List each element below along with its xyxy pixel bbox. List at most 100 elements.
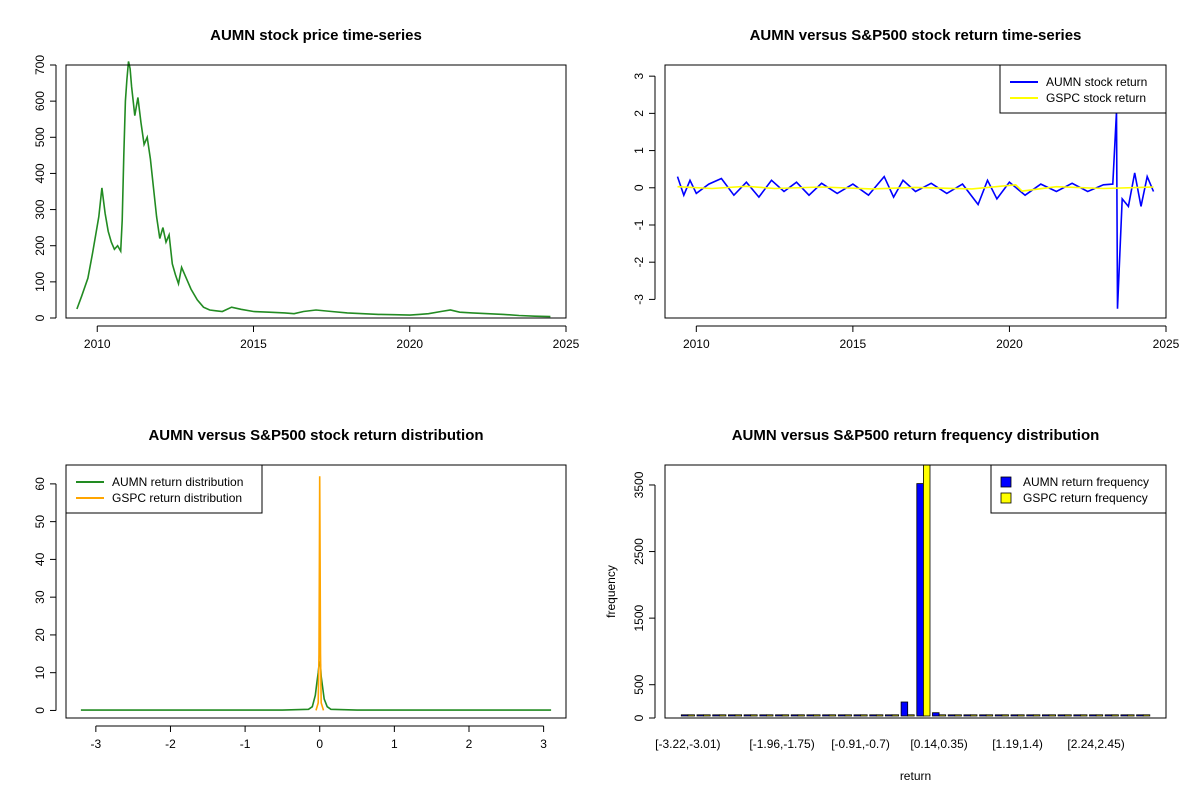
y-tick-label: 700 [33, 55, 47, 75]
s2-line [677, 183, 1154, 192]
y-tick-label: 2500 [632, 538, 646, 565]
y-tick-label: 0 [632, 714, 646, 721]
s1-line [676, 111, 1155, 309]
s2-bar [828, 714, 837, 717]
s1-line [80, 661, 552, 711]
s2-bar [1127, 714, 1135, 717]
s1-bar [759, 714, 767, 717]
s2-bar [1080, 714, 1088, 717]
s1-bar [1042, 714, 1050, 717]
chart-title: AUMN versus S&P500 stock return distribu… [148, 427, 483, 444]
legend-label: GSPC stock return [1046, 91, 1146, 105]
x-tick-label: [-3.22,-3.01) [655, 737, 720, 751]
s1-bar [775, 714, 783, 717]
y-tick-label: 3500 [632, 471, 646, 498]
s1-bar [885, 714, 893, 717]
chart-title: AUMN versus S&P500 stock return time-ser… [750, 27, 1082, 44]
x-tick-label: -3 [91, 737, 102, 751]
y-tick-label: 1 [632, 147, 646, 154]
legend-label: GSPC return distribution [112, 491, 242, 505]
y-tick-label: 40 [33, 552, 47, 566]
y-tick-label: 60 [33, 477, 47, 491]
x-tick-label: 0 [316, 737, 323, 751]
s1-bar [1089, 714, 1097, 717]
s2-bar [1095, 714, 1104, 717]
y-tick-label: 400 [33, 163, 47, 183]
plot-frame [664, 464, 1167, 719]
y-tick-label: 500 [33, 127, 47, 147]
s1-bar [728, 714, 736, 717]
s1-bar [1104, 714, 1113, 717]
legend-label: GSPC return frequency [1023, 491, 1148, 505]
s2-bar [734, 714, 742, 717]
x-tick-label: 2015 [840, 337, 867, 351]
s1-bar [853, 714, 861, 717]
s1-bar [869, 714, 877, 717]
s2-bar [687, 714, 695, 717]
x-tick-label: [-0.91,-0.7) [831, 737, 890, 751]
x-tick-label: 2010 [683, 337, 710, 351]
y-tick-label: -1 [632, 219, 646, 230]
s1-bar [1073, 714, 1081, 717]
s2-bar [907, 714, 915, 717]
legend-label: AUMN return frequency [1023, 475, 1149, 489]
s1-bar [680, 714, 689, 717]
y-tick-label: -3 [632, 294, 646, 305]
s2-bar [844, 714, 852, 717]
y-tick-label: 0 [632, 184, 646, 191]
s1-bar [963, 714, 971, 717]
s2-bar [1017, 714, 1025, 717]
s2-bar [954, 714, 962, 717]
chart-title: AUMN stock price time-series [210, 27, 422, 44]
x-tick-label: [-1.96,-1.75) [749, 737, 814, 751]
s2-bar [1001, 714, 1009, 717]
y-tick-label: 3 [632, 73, 646, 80]
legend-swatch [1000, 476, 1012, 488]
s2-bar [703, 714, 711, 717]
x-tick-label: 2020 [396, 337, 423, 351]
chart-title: AUMN versus S&P500 return frequency dist… [732, 427, 1100, 444]
s2-bar [718, 714, 727, 717]
legend-label: AUMN stock return [1046, 75, 1147, 89]
s2-bar [1048, 714, 1056, 717]
y-tick-label: 100 [33, 272, 47, 292]
s2-bar [766, 714, 774, 717]
x-axis-label: return [900, 769, 931, 783]
plot-frame [65, 64, 567, 319]
legend-box [990, 464, 1167, 514]
s1-bar [900, 701, 909, 717]
s1-bar [932, 712, 940, 717]
x-tick-label: 2010 [84, 337, 111, 351]
s2-bar [860, 714, 868, 717]
s2-bar [1142, 714, 1151, 717]
s1-bar [1057, 714, 1066, 717]
y-tick-label: 0 [33, 707, 47, 714]
s1-bar [712, 714, 720, 717]
plot-frame [664, 64, 1167, 319]
x-tick-label: 1 [391, 737, 398, 751]
x-tick-label: 2025 [1153, 337, 1180, 351]
s1-bar [916, 483, 924, 717]
y-tick-label: 300 [33, 199, 47, 219]
y-tick-label: -2 [632, 257, 646, 268]
s2-bar [970, 714, 978, 717]
x-tick-label: [1.19,1.4) [992, 737, 1043, 751]
legend-swatch [1000, 492, 1012, 504]
y-tick-label: 1500 [632, 604, 646, 631]
s1-bar [696, 714, 704, 717]
y-tick-label: 50 [33, 515, 47, 529]
y-tick-label: 30 [33, 590, 47, 604]
s2-bar [750, 714, 758, 717]
y-tick-label: 0 [33, 314, 47, 321]
s1-bar [822, 714, 830, 717]
x-tick-label: 2020 [996, 337, 1023, 351]
x-tick-label: [2.24,2.45) [1067, 737, 1124, 751]
y-axis-label: frequency [604, 565, 618, 618]
s1-bar [1010, 714, 1018, 717]
x-tick-label: 3 [540, 737, 547, 751]
s1-bar [1120, 714, 1128, 717]
s2-bar [923, 465, 931, 717]
s1-bar [1136, 714, 1144, 717]
x-tick-label: 2025 [553, 337, 580, 351]
